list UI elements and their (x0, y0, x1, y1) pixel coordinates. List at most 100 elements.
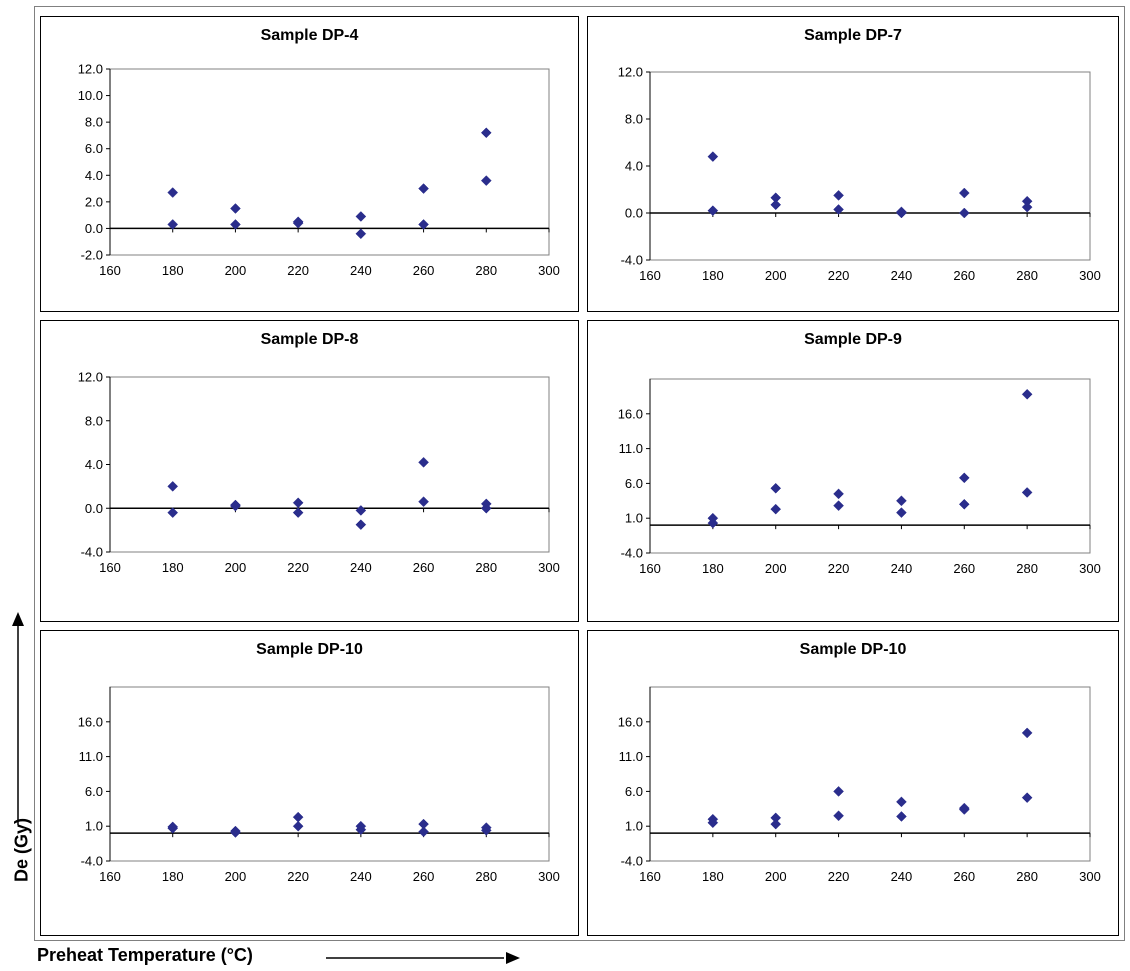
y-tick-label: 8.0 (85, 115, 103, 130)
data-point (167, 219, 179, 230)
y-tick-label: 1.0 (625, 511, 643, 526)
y-tick-label: -4.0 (621, 253, 643, 268)
y-axis-title: De (Gy) (2, 760, 42, 940)
data-point (292, 820, 304, 832)
y-tick-label: 10.0 (78, 88, 103, 103)
data-point (418, 496, 429, 508)
plot-area (649, 378, 1091, 554)
y-tick-label: 8.0 (625, 112, 643, 127)
data-point (355, 228, 367, 240)
data-point (167, 822, 179, 834)
x-tick-label: 260 (413, 869, 435, 884)
data-point (770, 503, 782, 515)
data-point (896, 507, 907, 518)
data-point (355, 824, 367, 836)
scatter-plot: -4.0 1.0 6.0 11.0 16.0 160 180 200 220 240 260 280 3… (78, 686, 560, 884)
data-point (707, 205, 719, 217)
data-point (958, 187, 970, 199)
scatter-plot: -2.0 0.0 2.0 4.0 6.0 8.0 10.0 12.0 160 180 200 220 2… (78, 62, 560, 279)
data-point (355, 211, 367, 222)
chart-panel-dp9: Sample DP-9 -4.0 1.0 6.0 11.0 16.0 160 180 200 2… (587, 320, 1119, 622)
data-point (1021, 792, 1033, 804)
x-tick-label: 280 (475, 869, 497, 884)
x-tick-label: 260 (413, 263, 435, 278)
scatter-plot: -4.0 0.0 4.0 8.0 12.0 160 180 200 220 240 260 280 30… (78, 370, 560, 576)
x-tick-label: 300 (1079, 869, 1101, 884)
x-tick-label: 200 (225, 869, 247, 884)
x-tick-label: 180 (162, 869, 184, 884)
data-point (230, 203, 241, 214)
data-point (707, 517, 719, 529)
x-tick-label: 280 (1016, 561, 1038, 576)
data-point (292, 811, 304, 823)
x-tick-label: 160 (639, 869, 661, 884)
data-point (958, 207, 970, 219)
data-point (480, 127, 492, 139)
y-tick-label: 4.0 (625, 159, 643, 174)
plot-area (649, 686, 1091, 862)
y-tick-label: 6.0 (625, 476, 643, 491)
data-point (707, 151, 719, 162)
y-axis-title-text: De (Gy) (11, 817, 32, 883)
data-point (833, 488, 844, 500)
chart-title: Sample DP-10 (799, 641, 907, 658)
x-tick-label: 280 (1016, 869, 1038, 884)
data-point (958, 804, 970, 815)
data-point (1021, 487, 1033, 498)
x-tick-label: 240 (350, 263, 372, 278)
plot-area (109, 376, 550, 553)
y-tick-label: 16.0 (618, 406, 643, 421)
x-tick-label: 220 (287, 869, 309, 884)
y-tick-label: 0.0 (85, 221, 103, 236)
x-tick-label: 240 (891, 268, 913, 283)
y-tick-label: 0.0 (85, 501, 103, 516)
data-point (896, 495, 907, 507)
data-point (167, 187, 179, 198)
data-point (167, 507, 179, 518)
data-point (230, 219, 241, 230)
chart-panel-dp8: Sample DP-8 -4.0 0.0 4.0 8.0 12.0 160 180 200 22… (40, 320, 579, 622)
x-tick-label: 200 (765, 561, 787, 576)
chart-title: Sample DP-7 (804, 27, 902, 44)
x-tick-label: 180 (702, 869, 724, 884)
x-tick-label: 220 (287, 263, 309, 278)
x-tick-label: 260 (953, 561, 975, 576)
y-tick-label: -4.0 (81, 545, 103, 560)
data-point (1021, 201, 1033, 213)
x-tick-label: 200 (765, 869, 787, 884)
data-point (896, 796, 907, 808)
x-tick-label: 200 (225, 560, 247, 575)
x-tick-label: 260 (953, 268, 975, 283)
x-tick-label: 200 (225, 263, 247, 278)
y-tick-label: 1.0 (625, 819, 643, 834)
chart-title: Sample DP-10 (256, 641, 363, 658)
x-tick-label: 180 (702, 268, 724, 283)
y-tick-label: -4.0 (81, 854, 103, 869)
y-tick-label: 12.0 (78, 370, 103, 385)
x-tick-label: 300 (538, 869, 560, 884)
data-point (292, 507, 304, 518)
x-tick-label: 260 (413, 560, 435, 575)
x-axis-title: Preheat Temperature (°C) (37, 945, 253, 965)
data-point (355, 505, 367, 516)
x-tick-label: 260 (953, 869, 975, 884)
x-tick-label: 220 (828, 869, 850, 884)
y-tick-label: -4.0 (621, 546, 643, 561)
chart-title: Sample DP-4 (260, 27, 359, 44)
x-axis-arrow (326, 952, 520, 964)
y-tick-label: 0.0 (625, 206, 643, 221)
x-tick-label: 180 (702, 561, 724, 576)
x-tick-label: 180 (162, 263, 184, 278)
x-tick-label: 300 (538, 263, 560, 278)
plot-area (109, 68, 550, 256)
y-tick-label: -4.0 (621, 854, 643, 869)
data-point (770, 199, 782, 211)
data-point (770, 818, 782, 830)
data-point (896, 811, 907, 822)
x-tick-label: 220 (287, 560, 309, 575)
x-tick-label: 300 (1079, 268, 1101, 283)
data-point (355, 519, 367, 531)
x-tick-label: 160 (639, 268, 661, 283)
data-point (418, 826, 429, 838)
x-tick-label: 200 (765, 268, 787, 283)
